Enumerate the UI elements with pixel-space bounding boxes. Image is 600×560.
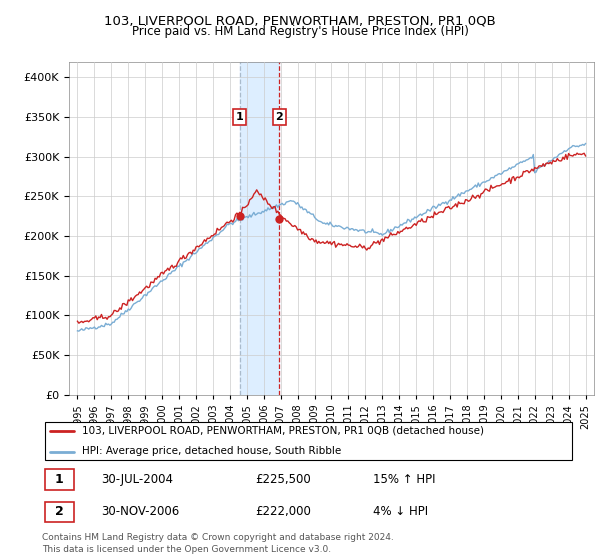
Text: £225,500: £225,500 <box>256 473 311 486</box>
Text: 103, LIVERPOOL ROAD, PENWORTHAM, PRESTON, PR1 0QB (detached house): 103, LIVERPOOL ROAD, PENWORTHAM, PRESTON… <box>82 426 484 436</box>
Text: Price paid vs. HM Land Registry's House Price Index (HPI): Price paid vs. HM Land Registry's House … <box>131 25 469 38</box>
FancyBboxPatch shape <box>44 422 572 460</box>
Text: 1: 1 <box>55 473 64 486</box>
Text: 2: 2 <box>275 112 283 122</box>
Text: 30-JUL-2004: 30-JUL-2004 <box>101 473 173 486</box>
FancyBboxPatch shape <box>44 502 74 522</box>
Text: 30-NOV-2006: 30-NOV-2006 <box>101 505 179 519</box>
Text: 15% ↑ HPI: 15% ↑ HPI <box>373 473 436 486</box>
Text: Contains HM Land Registry data © Crown copyright and database right 2024.
This d: Contains HM Land Registry data © Crown c… <box>42 533 394 554</box>
Text: HPI: Average price, detached house, South Ribble: HPI: Average price, detached house, Sout… <box>82 446 341 456</box>
Bar <box>240 62 280 395</box>
Text: 4% ↓ HPI: 4% ↓ HPI <box>373 505 428 519</box>
FancyBboxPatch shape <box>44 469 74 490</box>
Text: 103, LIVERPOOL ROAD, PENWORTHAM, PRESTON, PR1 0QB: 103, LIVERPOOL ROAD, PENWORTHAM, PRESTON… <box>104 14 496 27</box>
Text: 2: 2 <box>55 505 64 519</box>
Text: 1: 1 <box>236 112 244 122</box>
Text: £222,000: £222,000 <box>256 505 311 519</box>
